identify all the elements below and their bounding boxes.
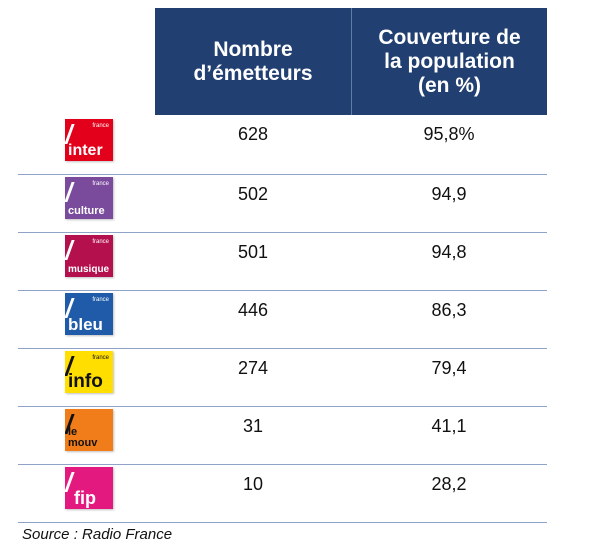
coverage-value: 94,9 [431, 184, 467, 204]
fip-logo: fip [65, 467, 113, 509]
emitters-value: 31 [242, 416, 264, 436]
source-note: Source : Radio France [22, 526, 173, 543]
coverage-value: 94,8 [431, 242, 467, 262]
france-inter-logo: france inter [65, 119, 113, 161]
table-row: france info 274 79,4 [0, 349, 597, 407]
table-row: le mouv 31 41,1 [0, 407, 597, 465]
table-row: france bleu 446 86,3 [0, 291, 597, 349]
coverage-value: 41,1 [431, 416, 467, 436]
emitters-value: 628 [237, 124, 269, 144]
table-row: france musique 501 94,8 [0, 233, 597, 291]
emitters-value: 10 [242, 474, 264, 494]
france-bleu-logo: france bleu [65, 293, 113, 335]
le-mouv-logo: le mouv [65, 409, 113, 451]
coverage-value: 95,8% [423, 124, 475, 144]
table-row: france culture 502 94,9 [0, 175, 597, 233]
emitters-value: 446 [237, 300, 269, 320]
france-info-logo: france info [65, 351, 113, 393]
header-emitters: Nombre d’émetteurs [155, 8, 351, 115]
france-culture-logo: france culture [65, 177, 113, 219]
emitters-value: 501 [237, 242, 269, 262]
france-musique-logo: france musique [65, 235, 113, 277]
coverage-value: 28,2 [431, 474, 467, 494]
coverage-value: 86,3 [431, 300, 467, 320]
emitters-value: 502 [237, 184, 269, 204]
coverage-value: 79,4 [431, 358, 467, 378]
emitters-value: 274 [237, 358, 269, 378]
table-row: fip 10 28,2 [0, 465, 597, 523]
header-coverage: Couverture de la population (en %) [351, 8, 547, 115]
table-row: france inter 628 95,8% [0, 115, 597, 173]
